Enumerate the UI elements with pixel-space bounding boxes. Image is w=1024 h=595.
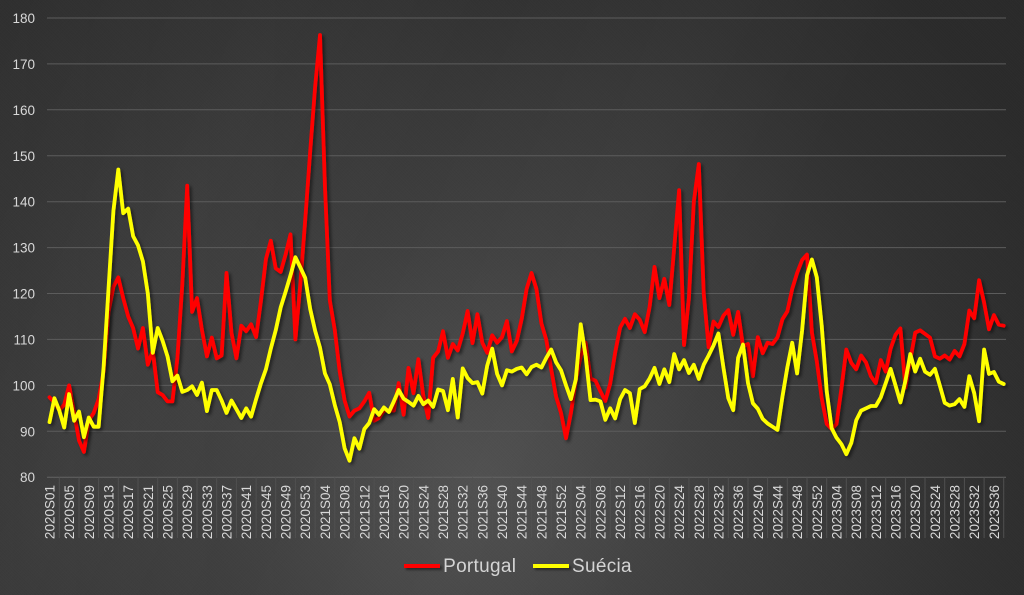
svg-text:2020S01: 2020S01 bbox=[43, 485, 58, 539]
svg-text:2021S40: 2021S40 bbox=[495, 485, 510, 539]
svg-text:130: 130 bbox=[12, 241, 35, 256]
svg-text:2022S40: 2022S40 bbox=[751, 485, 766, 539]
svg-text:2021S04: 2021S04 bbox=[318, 485, 333, 540]
svg-text:2021S20: 2021S20 bbox=[397, 485, 412, 539]
svg-text:2022S52: 2022S52 bbox=[810, 485, 825, 539]
svg-text:2020S25: 2020S25 bbox=[161, 485, 176, 539]
svg-text:2021S08: 2021S08 bbox=[338, 485, 353, 539]
svg-text:2020S29: 2020S29 bbox=[180, 485, 195, 539]
svg-text:2020S13: 2020S13 bbox=[102, 485, 117, 539]
svg-text:2023S36: 2023S36 bbox=[987, 485, 1002, 539]
svg-text:2020S53: 2020S53 bbox=[298, 485, 313, 539]
svg-text:2021S48: 2021S48 bbox=[534, 485, 549, 539]
svg-text:2021S28: 2021S28 bbox=[436, 485, 451, 539]
svg-text:2020S09: 2020S09 bbox=[82, 485, 97, 539]
svg-text:80: 80 bbox=[20, 470, 35, 485]
svg-text:2022S08: 2022S08 bbox=[593, 485, 608, 539]
svg-text:170: 170 bbox=[12, 57, 35, 72]
svg-text:2022S12: 2022S12 bbox=[613, 485, 628, 539]
svg-text:2022S44: 2022S44 bbox=[771, 485, 786, 540]
svg-text:2022S24: 2022S24 bbox=[672, 485, 687, 540]
svg-text:2020S21: 2020S21 bbox=[141, 485, 156, 539]
svg-text:2022S16: 2022S16 bbox=[633, 485, 648, 539]
svg-text:2022S20: 2022S20 bbox=[652, 485, 667, 539]
svg-text:2021S16: 2021S16 bbox=[377, 485, 392, 539]
svg-text:2022S36: 2022S36 bbox=[731, 485, 746, 539]
svg-text:2020S05: 2020S05 bbox=[62, 485, 77, 539]
svg-text:2022S48: 2022S48 bbox=[790, 485, 805, 539]
svg-text:2023S16: 2023S16 bbox=[889, 485, 904, 539]
svg-text:180: 180 bbox=[12, 11, 35, 26]
svg-text:2021S32: 2021S32 bbox=[456, 485, 471, 539]
svg-text:2021S12: 2021S12 bbox=[357, 485, 372, 539]
svg-text:2023S28: 2023S28 bbox=[948, 485, 963, 539]
svg-text:2020S17: 2020S17 bbox=[121, 485, 136, 539]
svg-text:2021S36: 2021S36 bbox=[475, 485, 490, 539]
svg-text:2023S04: 2023S04 bbox=[830, 485, 845, 540]
svg-text:100: 100 bbox=[12, 378, 35, 393]
svg-text:2022S28: 2022S28 bbox=[692, 485, 707, 539]
svg-text:2020S45: 2020S45 bbox=[259, 485, 274, 539]
svg-text:120: 120 bbox=[12, 287, 35, 302]
svg-text:2023S32: 2023S32 bbox=[967, 485, 982, 539]
svg-text:2023S12: 2023S12 bbox=[869, 485, 884, 539]
svg-text:2020S33: 2020S33 bbox=[200, 485, 215, 539]
svg-text:160: 160 bbox=[12, 103, 35, 118]
svg-text:2022S32: 2022S32 bbox=[711, 485, 726, 539]
svg-text:2022S04: 2022S04 bbox=[574, 485, 589, 540]
svg-text:2021S24: 2021S24 bbox=[416, 485, 431, 540]
svg-text:110: 110 bbox=[13, 332, 35, 347]
svg-text:2021S44: 2021S44 bbox=[515, 485, 530, 540]
svg-text:2023S24: 2023S24 bbox=[928, 485, 943, 540]
svg-text:2020S37: 2020S37 bbox=[220, 485, 235, 539]
svg-text:140: 140 bbox=[12, 195, 35, 210]
svg-text:2021S52: 2021S52 bbox=[554, 485, 569, 539]
svg-text:150: 150 bbox=[12, 149, 35, 164]
svg-text:2023S08: 2023S08 bbox=[849, 485, 864, 539]
svg-text:2020S49: 2020S49 bbox=[279, 485, 294, 539]
svg-text:2023S20: 2023S20 bbox=[908, 485, 923, 539]
svg-text:90: 90 bbox=[20, 424, 35, 439]
svg-text:2020S41: 2020S41 bbox=[239, 485, 254, 539]
